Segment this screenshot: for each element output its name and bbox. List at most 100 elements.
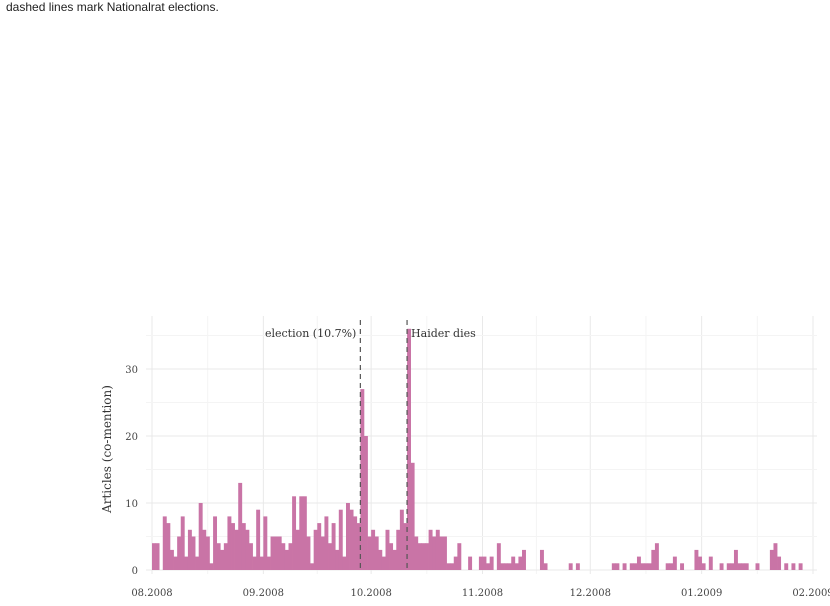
bar: [302, 496, 307, 570]
bar: [320, 536, 325, 570]
y-tick-label: 0: [132, 566, 138, 577]
bar: [220, 549, 225, 570]
bar: [507, 563, 512, 570]
bar: [798, 563, 803, 570]
x-tick-label: 02.2009: [792, 588, 830, 599]
bar: [396, 529, 401, 570]
bar: [281, 543, 286, 570]
bar: [166, 523, 171, 570]
bar: [514, 563, 519, 570]
bar: [367, 536, 372, 570]
bar: [378, 549, 383, 570]
bar: [216, 543, 221, 570]
bar: [270, 536, 275, 570]
bar: [651, 549, 656, 570]
bars: [152, 328, 803, 570]
bar: [489, 556, 494, 570]
bar: [737, 563, 742, 570]
bar: [407, 328, 411, 570]
bar: [669, 563, 674, 570]
x-tick-label: 09.2008: [243, 588, 284, 599]
bar: [381, 556, 386, 570]
annotation-label: election (10.7%): [265, 327, 356, 340]
annotation-label: Haider dies: [411, 327, 476, 340]
bar: [295, 529, 300, 570]
bar: [708, 556, 713, 570]
bar: [701, 563, 706, 570]
bar: [435, 529, 440, 570]
bar: [478, 556, 483, 570]
bar: [773, 543, 778, 570]
bar: [187, 529, 192, 570]
bar: [277, 536, 282, 570]
x-tick-label: 12.2008: [570, 588, 611, 599]
bar: [636, 556, 641, 570]
bar: [180, 516, 185, 570]
bar: [198, 503, 203, 570]
bar: [730, 563, 735, 570]
bar: [446, 563, 451, 570]
bar: [442, 536, 447, 570]
bar: [791, 563, 796, 570]
bar: [439, 536, 444, 570]
bar: [306, 536, 311, 570]
bar: [504, 563, 508, 570]
bar: [392, 549, 397, 570]
bar: [719, 563, 724, 570]
y-tick-label: 20: [125, 432, 138, 443]
bar: [672, 556, 677, 570]
bar: [640, 563, 645, 570]
bar: [539, 549, 544, 570]
bar: [385, 529, 390, 570]
bar: [234, 529, 239, 570]
bar: [644, 563, 649, 570]
y-axis-label: Articles (co-mention): [100, 385, 114, 514]
bar: [518, 556, 523, 570]
bar: [733, 549, 738, 570]
bar: [496, 543, 501, 570]
bar: [266, 556, 271, 570]
bar: [575, 563, 580, 570]
bar: [231, 523, 235, 570]
bar: [410, 462, 415, 570]
bar: [698, 556, 702, 570]
bar: [313, 529, 318, 570]
bar: [654, 543, 659, 570]
bar: [263, 516, 268, 570]
bar: [428, 529, 433, 570]
bar: [205, 536, 210, 570]
bar: [744, 563, 749, 570]
bar: [543, 563, 548, 570]
bar: [331, 523, 336, 570]
bar: [252, 556, 257, 570]
bar: [248, 543, 253, 570]
bar: [191, 536, 196, 570]
bar: [177, 536, 182, 570]
bar: [726, 563, 731, 570]
bar: [195, 556, 200, 570]
x-tick-label: 11.2008: [462, 588, 503, 599]
bar: [245, 529, 250, 570]
bar: [665, 563, 670, 570]
bar: [259, 556, 264, 570]
bar: [317, 523, 322, 570]
bar: [647, 563, 652, 570]
bar: [399, 509, 404, 570]
bar: [486, 563, 491, 570]
bar: [202, 529, 207, 570]
bar: [338, 509, 343, 570]
bar: [324, 516, 329, 570]
bar: [500, 563, 505, 570]
bar: [310, 563, 315, 570]
bar: [256, 509, 261, 570]
bar: [374, 536, 379, 570]
bar: [227, 516, 232, 570]
bar: [173, 556, 178, 570]
bar: [371, 529, 376, 570]
bar: [568, 563, 573, 570]
bar: [356, 523, 361, 570]
bar: [421, 543, 426, 570]
bar: [284, 549, 289, 570]
bar: [784, 563, 789, 570]
